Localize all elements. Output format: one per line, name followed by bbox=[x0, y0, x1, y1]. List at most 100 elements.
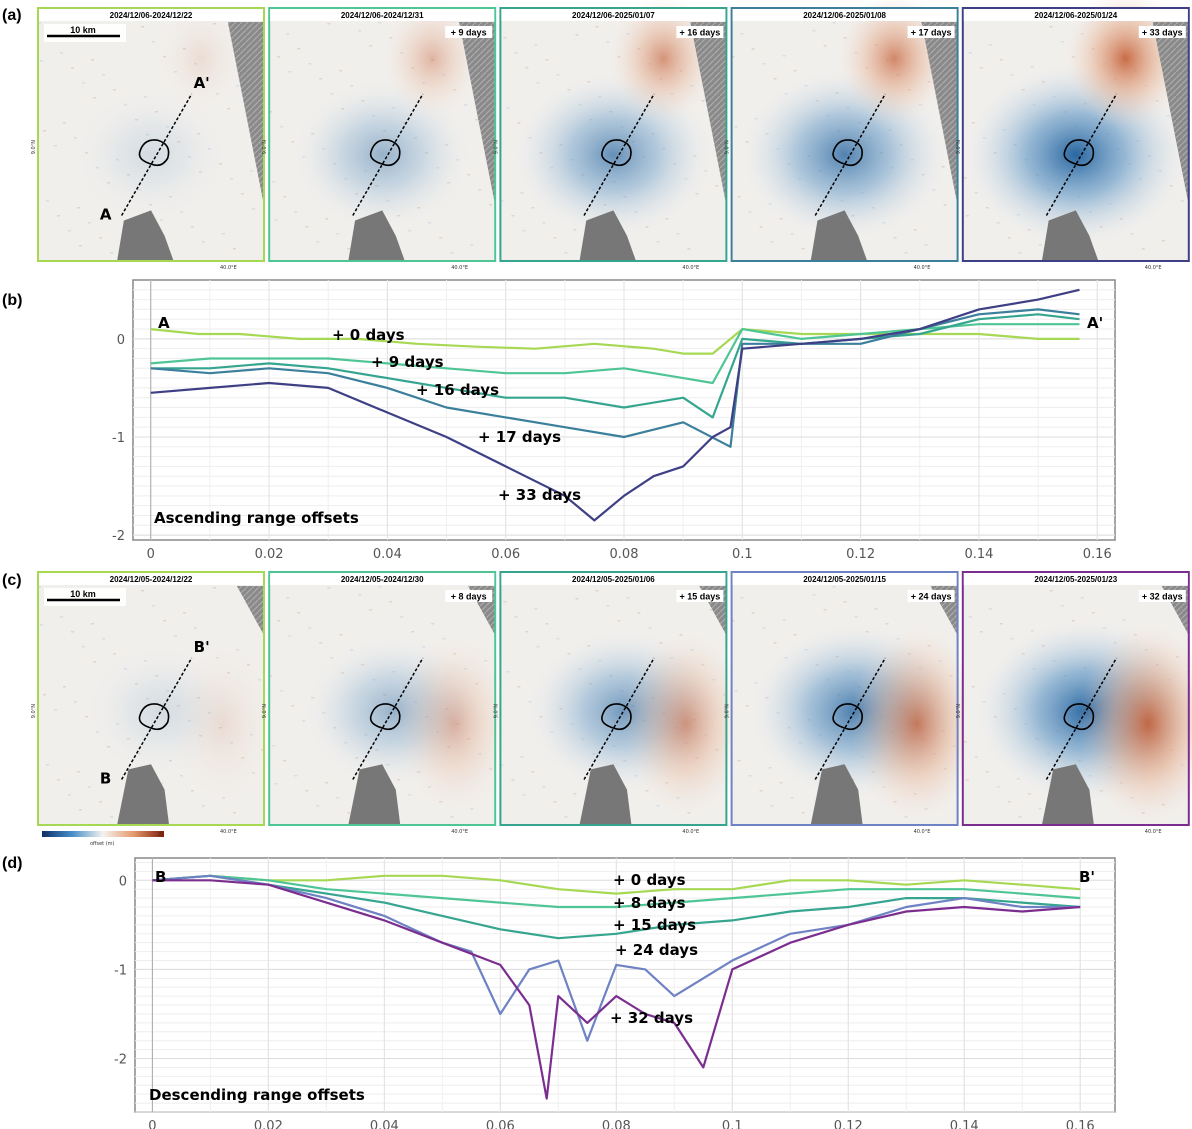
x-tick-label: 0.04 bbox=[370, 1119, 399, 1129]
speckle bbox=[294, 211, 298, 213]
subsidence-lobe bbox=[75, 90, 227, 220]
speckle bbox=[893, 237, 897, 239]
speckle bbox=[113, 653, 116, 655]
speckle bbox=[854, 616, 858, 618]
speckle bbox=[536, 646, 540, 648]
speckle bbox=[517, 686, 521, 688]
lat-tick: 9.0°N bbox=[493, 140, 499, 154]
map-frame bbox=[730, 7, 959, 262]
x-tick-label: 0.1 bbox=[732, 547, 753, 562]
speckle bbox=[511, 779, 515, 781]
x-tick-label: 0.06 bbox=[486, 1119, 515, 1129]
speckle bbox=[378, 586, 382, 588]
speckle bbox=[336, 797, 340, 799]
speckle bbox=[336, 233, 340, 235]
x-tick-label: 0.04 bbox=[373, 547, 402, 562]
lake-region bbox=[1041, 210, 1099, 261]
profile-end-label: A' bbox=[194, 74, 210, 92]
speckle bbox=[545, 59, 549, 61]
lat-tick: 9.0°N bbox=[493, 704, 499, 718]
x-tick-label: 0.16 bbox=[1083, 547, 1112, 562]
speckle bbox=[450, 816, 454, 818]
speckle bbox=[308, 63, 312, 65]
speckle bbox=[1018, 252, 1022, 254]
speckle bbox=[999, 623, 1003, 625]
lon-tick: 40.0°E bbox=[1145, 265, 1162, 271]
speckle bbox=[715, 185, 719, 187]
speckle bbox=[316, 805, 320, 807]
profile-end-label: A' bbox=[1087, 314, 1103, 332]
hillshade-region bbox=[236, 586, 264, 636]
speckle bbox=[751, 612, 755, 614]
x-tick-label: 0.08 bbox=[602, 1119, 631, 1129]
speckle bbox=[759, 790, 763, 792]
speckle bbox=[205, 642, 208, 644]
hillshade-region bbox=[227, 22, 264, 206]
speckle bbox=[277, 620, 281, 622]
speckle bbox=[740, 33, 744, 35]
speckle bbox=[297, 48, 301, 50]
speckle bbox=[475, 119, 479, 121]
speckle bbox=[522, 794, 526, 796]
speckle bbox=[740, 597, 744, 599]
speckle bbox=[773, 642, 777, 644]
speckle bbox=[531, 207, 535, 209]
speckle bbox=[233, 812, 236, 814]
speckle bbox=[737, 196, 741, 198]
speckle bbox=[85, 716, 88, 718]
badge-box bbox=[907, 26, 955, 38]
uplift-lobe bbox=[849, 626, 984, 821]
caldera-outline bbox=[601, 703, 632, 731]
speckle bbox=[514, 616, 518, 618]
speckle bbox=[768, 767, 772, 769]
speckle bbox=[141, 590, 144, 592]
profile-line bbox=[1045, 93, 1118, 216]
map-panel-2: 2024/12/06-2024/12/31 + 9 days 40.0°E 9.0°N bbox=[262, 0, 497, 271]
map-panel-1: 2024/12/05-2024/12/22 40.0°E 9.0°N 10 km B B' bbox=[31, 571, 277, 835]
speckle bbox=[1161, 240, 1165, 242]
profile-line bbox=[814, 93, 886, 216]
title-strip bbox=[39, 9, 263, 21]
speckle bbox=[996, 786, 1000, 788]
speckle bbox=[968, 616, 972, 618]
series-label-2: + 9 days bbox=[371, 353, 444, 371]
lake-region bbox=[117, 210, 174, 261]
speckle bbox=[297, 612, 301, 614]
speckle bbox=[389, 601, 393, 603]
speckle bbox=[93, 661, 96, 663]
speckle bbox=[974, 756, 978, 758]
speckle bbox=[553, 237, 557, 239]
map-row-ascending: 2024/12/06-2024/12/22 40.0°E 9.0°N 10 km A A'… bbox=[31, 0, 1190, 271]
speckle bbox=[748, 775, 752, 777]
y-tick-label: -1 bbox=[114, 963, 127, 978]
lake-region bbox=[579, 210, 636, 261]
lat-tick: 9.0°N bbox=[725, 704, 731, 718]
hillshade-region bbox=[459, 22, 496, 206]
day-badge: + 16 days bbox=[680, 28, 721, 38]
speckle bbox=[202, 805, 205, 807]
chart-title: Descending range offsets bbox=[149, 1086, 365, 1104]
caldera-outline bbox=[1063, 139, 1095, 167]
speckle bbox=[520, 192, 524, 194]
speckle bbox=[1091, 612, 1095, 614]
speckle bbox=[43, 130, 46, 132]
lake-region bbox=[810, 210, 868, 261]
x-tick-label: 0.12 bbox=[834, 1119, 863, 1129]
speckle bbox=[754, 682, 758, 684]
map-panel-3: 2024/12/05-2025/01/06 + 15 days 40.0°E 9.0°… bbox=[493, 571, 749, 835]
series-label-2: + 8 days bbox=[613, 894, 686, 912]
title-strip bbox=[270, 9, 495, 21]
speckle bbox=[1060, 605, 1064, 607]
speckle bbox=[1080, 597, 1084, 599]
speckle bbox=[617, 620, 621, 622]
speckle bbox=[963, 741, 967, 743]
chart-title: Ascending range offsets bbox=[154, 509, 359, 527]
speckle bbox=[38, 586, 41, 588]
series-line-5 bbox=[152, 879, 1081, 1100]
title-strip bbox=[39, 573, 263, 585]
title-strip bbox=[732, 573, 957, 585]
speckle bbox=[979, 631, 983, 633]
speckle bbox=[606, 605, 610, 607]
colorbar-label: offset (m) bbox=[90, 841, 115, 847]
speckle bbox=[503, 601, 507, 603]
